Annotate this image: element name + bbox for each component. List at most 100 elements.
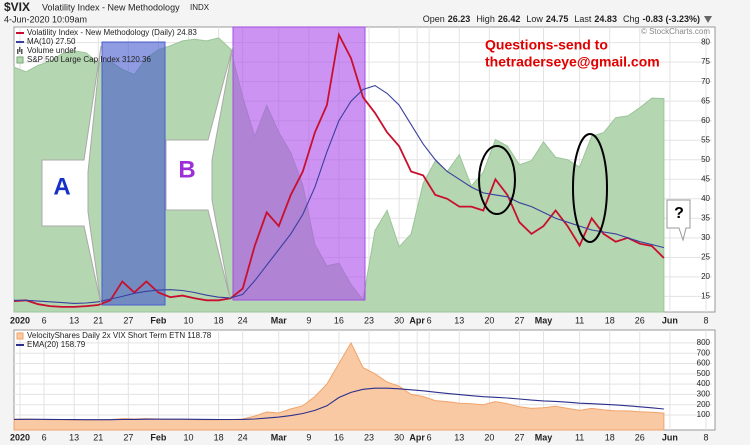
x-tick-label: 6 (427, 432, 432, 442)
x-tick-label: 6 (42, 432, 47, 442)
symbol-name: Volatility Index - New Methodology (42, 2, 180, 12)
x-tick-label: 13 (69, 432, 79, 442)
lines (13, 31, 665, 308)
y-tick-label: 55 (701, 135, 710, 144)
y-tick-label: 30 (701, 233, 710, 242)
line (14, 84, 665, 304)
copyright: © StockCharts.com (641, 27, 710, 36)
x-tick-label: Mar (271, 315, 288, 325)
legend-entry: Volatility Index - New Methodology (Dail… (27, 28, 197, 37)
callout-text: A (53, 173, 70, 200)
legend-icon (19, 47, 21, 52)
x-tick-label: Mar (271, 432, 288, 442)
x-tick-label: 26 (635, 432, 645, 442)
y-tick-label: 100 (697, 410, 711, 419)
x-tick-label: 23 (364, 315, 374, 325)
x-tick-label: 2020 (10, 315, 30, 325)
legend-entry: EMA(20) 158.79 (27, 340, 86, 349)
exchange: INDX (190, 3, 210, 12)
highlight-b (232, 26, 366, 301)
lines (13, 387, 664, 421)
y-tick-label: 600 (697, 359, 711, 368)
x-tick-label: May (535, 315, 553, 325)
legend: Volatility Index - New Methodology (Dail… (16, 28, 197, 64)
areas (13, 341, 665, 431)
x-tick-label: 9 (306, 315, 311, 325)
symbol: $VIX (4, 0, 30, 14)
legend-entry: VelocityShares Daily 2x VIX Short Term E… (27, 331, 212, 340)
x-tick-label: 27 (514, 315, 524, 325)
x-tick-label: 24 (238, 315, 248, 325)
x-tick-label: Apr (409, 432, 425, 442)
line (13, 31, 665, 308)
x-tick-label: 8 (703, 432, 708, 442)
y-tick-label: 40 (701, 194, 710, 203)
quote-label: Open (423, 14, 445, 24)
y-tick-label: 300 (697, 390, 711, 399)
x-tick-label: Apr (409, 315, 425, 325)
y-tick-label: 35 (701, 213, 710, 222)
quote-value: 24.75 (546, 14, 569, 24)
legend-icon (16, 56, 24, 64)
line (13, 387, 664, 421)
y-tick-label: 60 (701, 116, 710, 125)
quote-value: 24.83 (594, 14, 617, 24)
x-tick-label: 18 (214, 432, 224, 442)
callout-a (41, 45, 102, 305)
area (13, 341, 665, 431)
callout-text: ? (674, 205, 684, 222)
y-tick-label: 65 (701, 96, 710, 105)
legend: VelocityShares Daily 2x VIX Short Term E… (16, 331, 212, 349)
x-tick-label: 23 (364, 432, 374, 442)
quote-value: 26.42 (498, 14, 521, 24)
x-tick-label: 16 (334, 315, 344, 325)
y-tick-label: 700 (697, 348, 711, 357)
x-tick-label: 2020 (10, 432, 30, 442)
dropdown-arrow[interactable] (704, 16, 712, 23)
x-tick-label: 21 (93, 315, 103, 325)
y-tick-label: 20 (701, 272, 710, 281)
y-tick-label: 500 (697, 369, 711, 378)
quote-label: Low (526, 14, 543, 24)
y-tick-label: 45 (701, 174, 710, 183)
y-tick-label: 200 (697, 400, 711, 409)
x-tick-label: May (535, 432, 553, 442)
legend-icon (21, 49, 23, 54)
x-tick-label: 6 (427, 315, 432, 325)
timestamp: 4-Jun-2020 10:09am (4, 14, 87, 24)
y-tick-label: 70 (701, 77, 710, 86)
annotation: Questions-send to (485, 37, 608, 53)
x-tick-label: 30 (394, 432, 404, 442)
x-tick-label: Jun (662, 315, 678, 325)
x-tick-label: 10 (183, 432, 193, 442)
quote-label: Chg (623, 14, 640, 24)
x-tick-label: 26 (635, 315, 645, 325)
x-tick-label: 8 (703, 315, 708, 325)
quote-value: -0.83 (-3.23%) (642, 14, 700, 24)
x-tick-label: 6 (42, 315, 47, 325)
callout-b (165, 45, 234, 299)
x-tick-label: 18 (605, 432, 615, 442)
x-tick-label: 24 (238, 432, 248, 442)
x-tick-label: 10 (183, 315, 193, 325)
y-tick-label: 800 (697, 338, 711, 347)
annotation: thetraderseye@gmail.com (485, 54, 660, 70)
quote-value: 26.23 (448, 14, 471, 24)
x-tick-label: 18 (605, 315, 615, 325)
x-tick-label: Jun (662, 432, 678, 442)
quote-label: High (476, 14, 495, 24)
y-tick-label: 400 (697, 379, 711, 388)
y-tick-label: 80 (701, 38, 710, 47)
x-tick-label: 18 (214, 315, 224, 325)
callout-text: B (178, 156, 195, 183)
highlight-a (101, 41, 166, 306)
x-tick-label: 27 (123, 432, 133, 442)
x-tick-label: 20 (484, 315, 494, 325)
legend-icon (16, 332, 24, 340)
x-tick-label: 21 (93, 432, 103, 442)
x-tick-label: Feb (150, 315, 167, 325)
x-tick-label: 30 (394, 315, 404, 325)
x-tick-label: 11 (575, 432, 584, 442)
x-tick-label: 27 (514, 432, 524, 442)
legend-entry: S&P 500 Large Cap Index 3120.36 (27, 55, 152, 64)
